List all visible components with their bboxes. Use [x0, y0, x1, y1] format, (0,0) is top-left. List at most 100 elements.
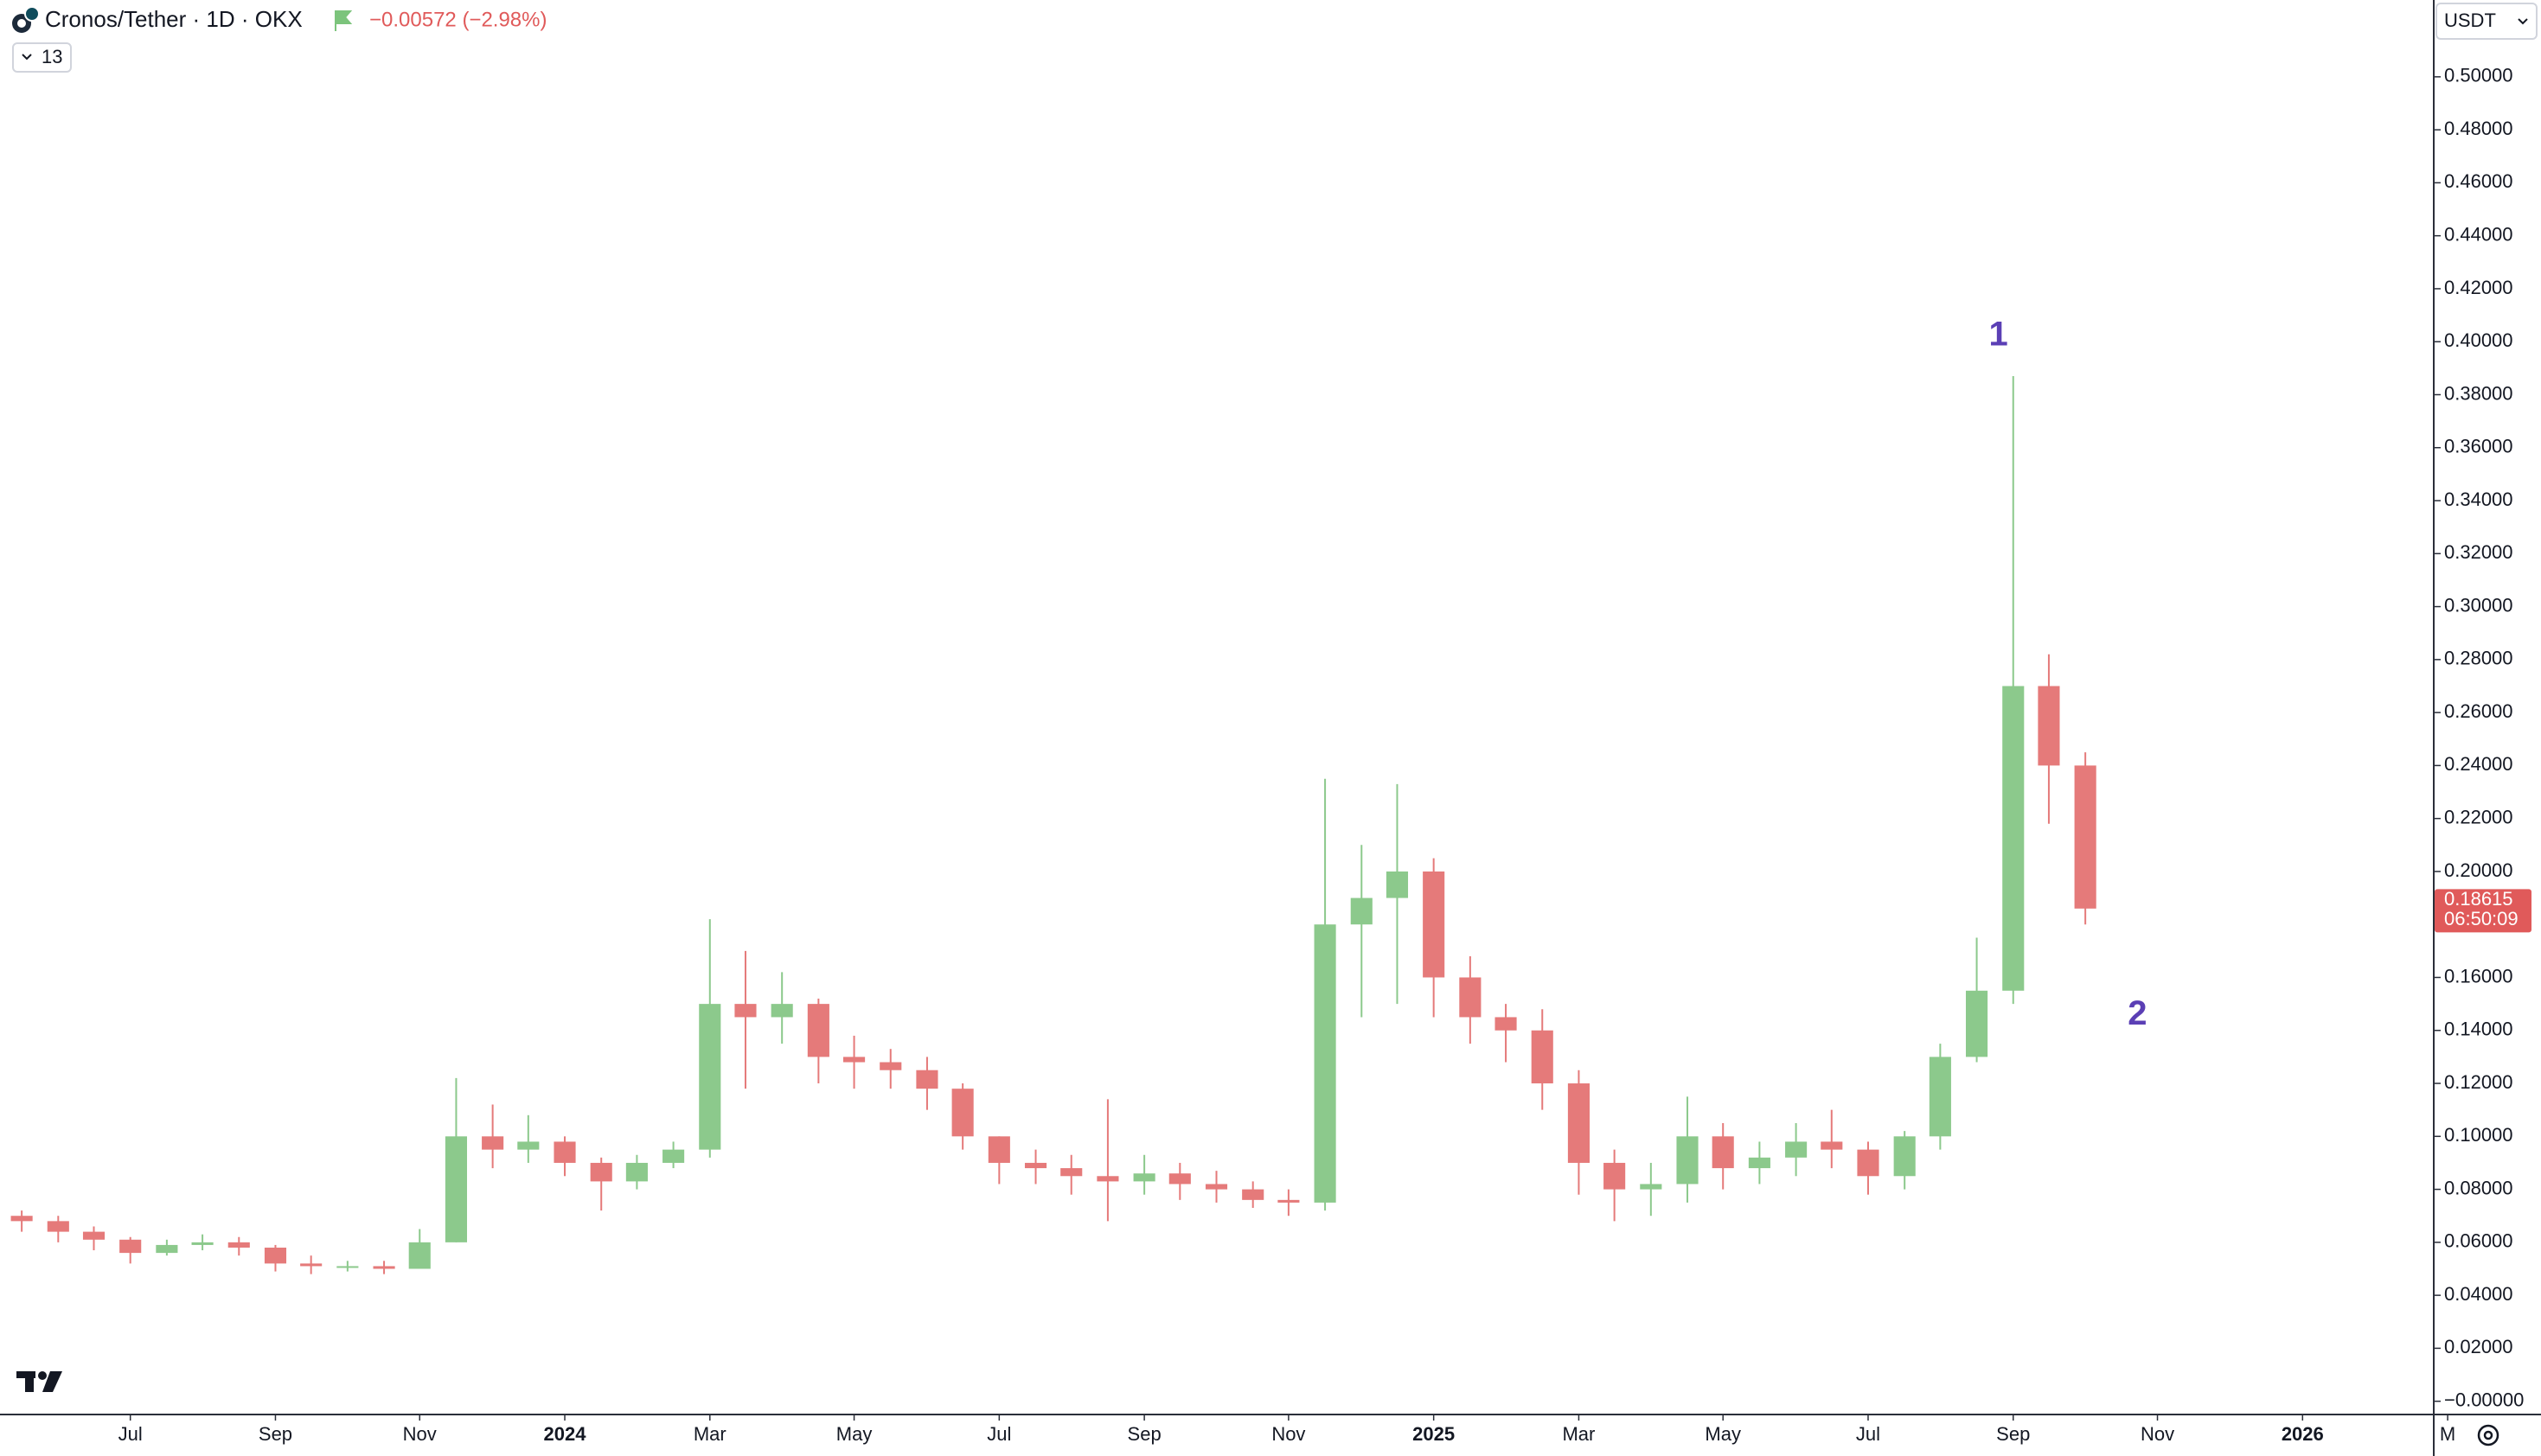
x-tick-label: Jul: [1856, 1423, 1880, 1445]
candle-body: [734, 1004, 757, 1018]
plot-area: 12: [10, 316, 2147, 1274]
candle-body: [1459, 977, 1482, 1018]
candle-body: [1676, 1136, 1699, 1185]
candle-body: [1423, 871, 1445, 978]
candle-body: [988, 1136, 1010, 1163]
settings-gear[interactable]: [2477, 1424, 2499, 1446]
y-tick-label: 0.28000: [2444, 648, 2513, 669]
candle-body: [82, 1231, 106, 1240]
y-tick-label: 0.44000: [2444, 223, 2513, 245]
candle-body: [227, 1242, 250, 1248]
x-tick-label: Sep: [259, 1423, 292, 1445]
y-tick-label: 0.48000: [2444, 118, 2513, 139]
candle-body: [1097, 1176, 1119, 1182]
candle-body: [191, 1242, 214, 1245]
status-flag: [335, 10, 353, 31]
candle-body: [951, 1089, 974, 1137]
x-tick-label: Jul: [987, 1423, 1011, 1445]
candle-body: [1603, 1162, 1626, 1190]
candle-body: [10, 1216, 33, 1222]
candle-body: [1314, 924, 1336, 1203]
candle-body: [1712, 1136, 1734, 1169]
candle-body: [2002, 686, 2025, 991]
candle-body: [1024, 1162, 1047, 1169]
y-tick-label: 0.12000: [2444, 1071, 2513, 1093]
y-tick-label: 0.24000: [2444, 753, 2513, 775]
currency-label: USDT: [2444, 10, 2496, 31]
x-tick-label: Sep: [1996, 1423, 2030, 1445]
y-tick-label: 0.36000: [2444, 436, 2513, 457]
candle-body: [1242, 1189, 1264, 1200]
candle-body: [1277, 1199, 1300, 1203]
y-tick-label: 0.02000: [2444, 1336, 2513, 1357]
y-tick-label: 0.20000: [2444, 859, 2513, 881]
currency-select[interactable]: [2435, 3, 2538, 40]
candle-body: [1966, 990, 1988, 1057]
candle-body: [1748, 1157, 1770, 1169]
y-tick-label: 0.50000: [2444, 65, 2513, 86]
y-tick-label: 0.34000: [2444, 489, 2513, 510]
indicator-count: 13: [42, 46, 62, 67]
candle-body: [482, 1136, 504, 1150]
candle-body: [1205, 1184, 1228, 1190]
candle-body: [373, 1266, 395, 1269]
x-tick-label: Nov: [2141, 1423, 2174, 1445]
last-price-label: 0.18615: [2444, 888, 2513, 910]
last-price-box: [2435, 889, 2531, 933]
candle-body: [843, 1057, 866, 1063]
candle-body: [119, 1239, 142, 1254]
x-tick-label: Sep: [1128, 1423, 1162, 1445]
candle-body: [1133, 1173, 1155, 1182]
candle-body: [2038, 686, 2060, 766]
x-tick-label: 2024: [544, 1423, 587, 1445]
candle-body: [47, 1221, 69, 1232]
candle-body: [807, 1004, 829, 1057]
candle-body: [1060, 1168, 1083, 1177]
candle-body: [156, 1244, 178, 1254]
candle-body: [2074, 765, 2096, 909]
annotation: 1: [1989, 316, 2008, 354]
x-tick-label: M: [2440, 1423, 2455, 1445]
y-tick-label: 0.26000: [2444, 700, 2513, 722]
candle-body: [264, 1247, 287, 1264]
y-tick-label: −0.00000: [2444, 1389, 2524, 1410]
x-tick-label: Jul: [118, 1423, 143, 1445]
y-tick-label: 0.38000: [2444, 382, 2513, 404]
y-tick-label: 0.42000: [2444, 277, 2513, 298]
x-tick-label: 2026: [2282, 1423, 2324, 1445]
candle-body: [1386, 871, 1409, 898]
candle-body: [445, 1136, 467, 1242]
candle-body: [1929, 1057, 1951, 1137]
chevron: [2518, 18, 2528, 25]
x-tick-label: May: [836, 1423, 873, 1445]
candle-body: [662, 1149, 685, 1163]
y-tick-label: 0.32000: [2444, 541, 2513, 563]
chevron: [22, 54, 32, 61]
candle-body: [1857, 1149, 1879, 1177]
y-tick-label: 0.16000: [2444, 965, 2513, 987]
annotation: 2: [2128, 994, 2147, 1032]
candle-body: [1567, 1083, 1590, 1163]
y-tick-label: 0.10000: [2444, 1124, 2513, 1146]
candle-body: [1893, 1136, 1916, 1177]
tradingview-logo: [16, 1371, 62, 1392]
candle-body: [916, 1070, 938, 1089]
chart-title: Cronos/Tether · 1D · OKX: [45, 6, 303, 32]
candle-body: [699, 1004, 721, 1150]
candle-body: [517, 1141, 540, 1150]
candle-body: [1531, 1030, 1553, 1084]
candle-body: [1785, 1141, 1808, 1158]
x-tick-label: 2025: [1412, 1423, 1455, 1445]
y-tick-label: 0.40000: [2444, 329, 2513, 351]
x-tick-label: Mar: [694, 1423, 726, 1445]
candle-body: [1168, 1173, 1191, 1185]
candle-body: [1640, 1184, 1662, 1190]
candle-body: [1350, 897, 1373, 925]
x-tick-label: Nov: [403, 1423, 437, 1445]
candle-body: [880, 1062, 902, 1070]
price-change: −0.00572 (−2.98%): [369, 8, 547, 31]
indicator-toggle[interactable]: [12, 42, 72, 73]
x-tick-label: May: [1705, 1423, 1741, 1445]
candle-body: [771, 1004, 793, 1018]
